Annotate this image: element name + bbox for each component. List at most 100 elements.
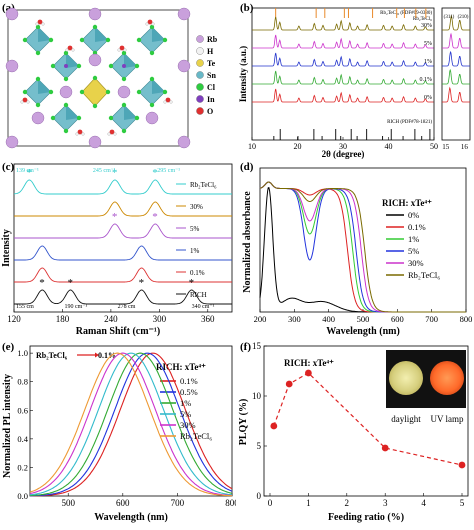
xrd-xtick-label: 10	[248, 142, 256, 151]
xrd-trace-30%	[252, 16, 434, 31]
pl-legend-label: 0.5%	[180, 387, 198, 397]
cl-atom	[162, 37, 168, 43]
raman-peak-marker: *	[26, 167, 32, 179]
raman-traces: 120 180 240 300 360 Rb₂TeCl₆ * * * 30% 5% * * 1% 0.1% R…	[7, 167, 232, 324]
raman-xtick-label: 360	[201, 314, 215, 324]
atom-legend: Rb H Te Sn Cl In O	[196, 35, 218, 116]
pl-trace-5%	[29, 352, 233, 496]
abs-legend-label: 1%	[408, 234, 419, 244]
panel-b: (b) Intensity (a.u.) 2θ (degree) Rb₂TeCl…	[236, 0, 474, 160]
raman-xtick-label: 240	[104, 314, 118, 324]
legend-swatch-sn	[196, 71, 204, 79]
abs-legend-label: 0.1%	[408, 222, 426, 232]
raman-trace-0.1%	[14, 267, 232, 283]
abs-ylabel: Normalized absorbance	[242, 191, 253, 293]
raman-peak-marker: *	[189, 277, 195, 289]
xrd-ref-top: Rb₂TeCl₆ (PDF#09-0380)	[380, 11, 432, 16]
plqy-xtick-label: 0	[268, 498, 273, 508]
rb-atom	[145, 111, 159, 125]
h-atom	[65, 48, 69, 52]
cl-atom	[22, 37, 28, 43]
cl-atom	[48, 89, 54, 95]
panel-c-svg: (c) Intensity Raman Shift (cm⁻¹) 120 180 2…	[1, 161, 233, 337]
legend-swatch-o	[196, 107, 204, 115]
cl-atom	[50, 115, 56, 121]
legend-label-o: O	[207, 107, 213, 116]
plqy-point	[458, 461, 466, 469]
abs-legend-title: RICH: xTe⁴⁺	[382, 198, 432, 208]
cl-atom	[79, 89, 85, 95]
tecl6-octahedron	[81, 77, 109, 107]
raman-series-label: 0.1%	[190, 269, 205, 277]
legend-swatch-te	[196, 59, 204, 67]
abs-xtick-label: 700	[425, 314, 438, 324]
raman-trace-Rb₂TeCl₆	[13, 179, 232, 195]
cl-atom	[92, 75, 98, 81]
o-atom	[119, 45, 125, 51]
xrd-ylabel: Intensity (a.u.)	[238, 46, 248, 102]
xrd-inset-tick-label: 15	[442, 143, 450, 151]
pl-shift-arrowhead	[95, 352, 99, 358]
abs-trace-30%	[259, 181, 466, 313]
raman-annot: 139 cm⁻¹	[16, 168, 39, 174]
plqy-xtick-label: 5	[460, 498, 465, 508]
octahedron-face	[66, 53, 79, 68]
o-atom	[77, 129, 83, 135]
o-atom	[109, 129, 115, 135]
cl-atom	[121, 128, 127, 134]
h-atom	[145, 22, 149, 26]
xrd-series-label: 30%	[421, 23, 432, 29]
raman-series-label: RICH	[190, 291, 207, 299]
xrd-inset-trace-0.1%	[442, 68, 470, 85]
raman-trace-RICH	[14, 289, 232, 305]
octahedron-face	[38, 79, 51, 94]
plqy-xtick-label: 3	[383, 498, 388, 508]
o-atom	[147, 19, 153, 25]
plqy-plot-frame	[263, 345, 469, 497]
xrd-inset-trace-0%	[442, 86, 470, 103]
plqy-ylabel: PLQY (%)	[238, 399, 249, 446]
h-atom	[123, 48, 127, 52]
cl-atom	[63, 128, 69, 134]
raman-trace-1%	[14, 245, 232, 261]
cl-atom	[162, 89, 168, 95]
cl-atom	[63, 102, 69, 108]
panel-e-letter: (e)	[2, 341, 15, 353]
xrd-trace-5%	[252, 34, 434, 49]
panel-f-svg: (f) PLQY (%) Feeding ratio (%) RICH: xTe…	[238, 341, 469, 523]
pl-ytick-label: 0.0	[17, 491, 28, 501]
abs-legend-label: Rb₂TeCl₆	[408, 270, 440, 280]
legend-swatch-in	[196, 95, 204, 103]
xrd-series-label: 0.1%	[420, 77, 433, 83]
o-atom	[22, 97, 28, 103]
plqy-ytick-label: 15	[252, 341, 262, 351]
raman-xtick-label: 300	[153, 314, 167, 324]
cl-atom	[136, 37, 142, 43]
raman-annot: 245 cm⁻¹	[93, 168, 116, 174]
h-atom	[35, 22, 39, 26]
pl-trace-1%	[29, 352, 233, 497]
cl-atom	[35, 76, 41, 82]
panel-e: (e) Normalized PL intensity Wavelength (…	[0, 338, 239, 525]
octahedron-face	[152, 79, 165, 94]
abs-xtick-label: 300	[288, 314, 301, 324]
octahedron-face	[66, 105, 79, 120]
plqy-point	[285, 380, 293, 388]
pl-legend-label: 5%	[180, 409, 191, 419]
panel-d: (d) Normalized absorbance Wavelength (nm…	[236, 158, 474, 338]
plqy-xtick-label: 4	[421, 498, 426, 508]
xrd-inset-hkl-2: (210)	[458, 15, 469, 20]
rb-atom	[177, 135, 191, 149]
legend-label-te: Te	[207, 59, 216, 68]
panel-f: (f) PLQY (%) Feeding ratio (%) RICH: xTe…	[236, 338, 474, 525]
raman-ylabel: Intensity	[1, 229, 12, 267]
panel-d-letter: (d)	[240, 161, 254, 173]
pl-trace-Rb₂TeCl₆	[29, 352, 232, 497]
pl-legend-title: RICH: xTe⁴⁺	[156, 362, 206, 372]
xrd-xtick-label: 20	[294, 142, 302, 151]
panel-b-letter: (b)	[240, 2, 254, 14]
octahedron-face	[124, 53, 137, 68]
pl-ytick-label: 0.6	[17, 405, 28, 415]
rb-atom	[117, 85, 131, 99]
legend-label-cl: Cl	[207, 83, 216, 92]
